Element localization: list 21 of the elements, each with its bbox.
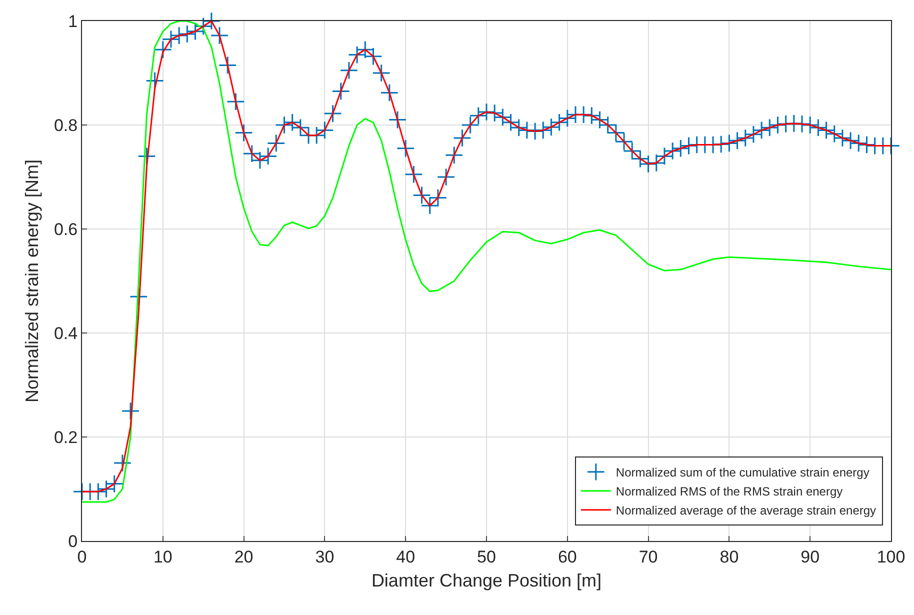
y-tick-label: 0.4 (54, 324, 78, 343)
y-tick-label: 0 (68, 532, 78, 551)
x-tick-label: 80 (720, 547, 739, 566)
x-tick-label: 90 (800, 547, 820, 566)
y-tick-label: 1 (68, 12, 78, 31)
y-tick-label: 0.6 (54, 220, 78, 239)
x-tick-label: 100 (876, 547, 906, 566)
y-tick-label: 0.8 (54, 116, 78, 135)
y-axis-title: Normalized strain energy [Nm] (22, 159, 42, 403)
x-tick-label: 10 (153, 547, 172, 566)
y-tick-label: 0.2 (54, 428, 78, 447)
x-tick-label: 40 (396, 547, 416, 566)
legend-label: Normalized RMS of the RMS strain energy (616, 484, 843, 499)
x-tick-label: 70 (638, 547, 658, 566)
x-tick-label: 50 (477, 547, 496, 566)
x-tick-label: 30 (315, 547, 334, 566)
x-axis-title: Diamter Change Position [m] (371, 570, 602, 590)
x-tick-label: 60 (558, 547, 577, 566)
legend-label: Normalized sum of the cumulative strain energy (616, 466, 870, 480)
x-tick-label: 20 (234, 547, 254, 566)
legend-label: Normalized average of the average strain energy (616, 504, 876, 518)
